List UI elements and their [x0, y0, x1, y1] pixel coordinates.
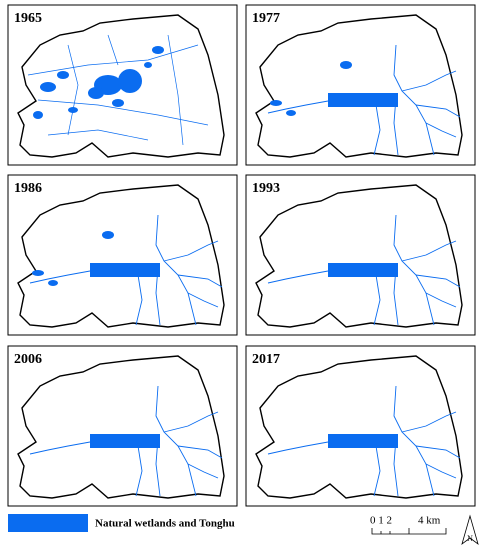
year-label: 1977: [252, 11, 280, 26]
wetland: [340, 61, 352, 69]
river: [373, 274, 381, 326]
tonghu-channel: [328, 93, 398, 107]
year-label: 1993: [252, 181, 280, 196]
river: [155, 214, 197, 326]
wetland: [40, 82, 56, 92]
river: [425, 122, 457, 138]
river: [177, 274, 223, 288]
river: [401, 240, 457, 262]
tonghu-channel: [90, 434, 160, 448]
river: [29, 270, 91, 284]
map-panel: 2017: [245, 345, 476, 507]
river: [415, 104, 461, 118]
scale-label: 4 km: [418, 515, 441, 527]
river: [401, 70, 457, 92]
wetland: [57, 71, 69, 79]
river: [155, 385, 197, 497]
river: [155, 266, 161, 326]
river: [393, 437, 399, 497]
river: [401, 411, 457, 433]
panel-border: [7, 345, 238, 507]
map-panel: 1986: [7, 174, 238, 336]
legend-label: Natural wetlands and Tonghu: [95, 518, 235, 530]
region-outline: [17, 355, 225, 499]
river: [425, 463, 457, 479]
wetland: [48, 280, 58, 286]
river: [415, 445, 461, 459]
tonghu-channel: [328, 434, 398, 448]
map-panel: 2006: [7, 345, 238, 507]
wetland: [270, 100, 282, 106]
tonghu-channel: [328, 263, 398, 277]
river: [393, 44, 435, 156]
river: [393, 266, 399, 326]
region-outline: [17, 184, 225, 328]
river: [187, 292, 219, 308]
river: [29, 441, 91, 455]
river: [425, 292, 457, 308]
year-label: 2017: [252, 352, 280, 367]
year-label: 2006: [14, 352, 42, 367]
north-arrow: N: [461, 514, 479, 546]
year-label: 1965: [14, 11, 42, 26]
river: [167, 34, 184, 146]
river: [135, 274, 143, 326]
river: [187, 463, 219, 479]
river: [27, 44, 199, 76]
wetland: [112, 99, 124, 107]
river: [155, 437, 161, 497]
river: [267, 100, 329, 114]
map-panel: 1977: [245, 4, 476, 166]
river: [267, 441, 329, 455]
panel-border: [7, 174, 238, 336]
river: [37, 99, 209, 126]
wetland: [286, 110, 296, 116]
river: [415, 274, 461, 288]
scale-bar: 0 1 2 4 km: [370, 515, 447, 535]
wetland: [33, 111, 43, 119]
river: [107, 34, 119, 66]
river: [177, 445, 223, 459]
wetland: [88, 87, 104, 99]
river: [47, 129, 149, 141]
region-outline: [255, 184, 463, 328]
region-outline: [255, 14, 463, 158]
river: [393, 385, 435, 497]
legend-swatch: [8, 514, 88, 532]
scale-label: 0 1 2: [370, 515, 392, 527]
river: [373, 445, 381, 497]
river: [393, 214, 435, 326]
wetland: [118, 69, 142, 93]
region-outline: [17, 14, 225, 158]
year-label: 1986: [14, 181, 42, 196]
map-panel: 1993: [245, 174, 476, 336]
panel-border: [245, 345, 476, 507]
wetland: [32, 270, 44, 276]
river: [373, 104, 381, 156]
north-label: N: [467, 534, 473, 543]
map-panel: 1965: [7, 4, 238, 166]
river: [163, 411, 219, 433]
river: [163, 240, 219, 262]
river: [67, 44, 79, 136]
wetland: [152, 46, 164, 54]
river: [393, 96, 399, 156]
river: [135, 445, 143, 497]
wetland: [102, 231, 114, 239]
wetland: [144, 62, 152, 68]
tonghu-channel: [90, 263, 160, 277]
river: [267, 270, 329, 284]
panel-border: [245, 174, 476, 336]
panel-border: [245, 4, 476, 166]
region-outline: [255, 355, 463, 499]
